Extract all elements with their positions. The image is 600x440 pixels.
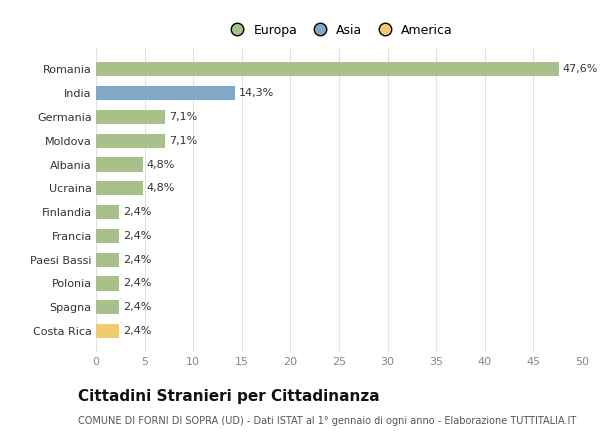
- Text: 2,4%: 2,4%: [123, 326, 152, 336]
- Bar: [96, 276, 119, 290]
- Bar: [96, 229, 119, 243]
- Text: 14,3%: 14,3%: [239, 88, 274, 98]
- Bar: [96, 181, 143, 195]
- Text: Cittadini Stranieri per Cittadinanza: Cittadini Stranieri per Cittadinanza: [78, 389, 380, 404]
- Text: 2,4%: 2,4%: [123, 255, 152, 265]
- Bar: [96, 253, 119, 267]
- Bar: [96, 134, 165, 148]
- Text: 2,4%: 2,4%: [123, 207, 152, 217]
- Text: COMUNE DI FORNI DI SOPRA (UD) - Dati ISTAT al 1° gennaio di ogni anno - Elaboraz: COMUNE DI FORNI DI SOPRA (UD) - Dati IST…: [78, 416, 576, 426]
- Legend: Europa, Asia, America: Europa, Asia, America: [223, 21, 455, 39]
- Bar: [96, 158, 143, 172]
- Text: 4,8%: 4,8%: [146, 160, 175, 169]
- Bar: [96, 62, 559, 77]
- Text: 47,6%: 47,6%: [563, 64, 598, 74]
- Text: 4,8%: 4,8%: [146, 183, 175, 193]
- Text: 2,4%: 2,4%: [123, 302, 152, 312]
- Text: 2,4%: 2,4%: [123, 231, 152, 241]
- Text: 2,4%: 2,4%: [123, 279, 152, 289]
- Bar: [96, 205, 119, 219]
- Bar: [96, 86, 235, 100]
- Bar: [96, 324, 119, 338]
- Bar: [96, 110, 165, 124]
- Text: 7,1%: 7,1%: [169, 112, 197, 122]
- Bar: [96, 300, 119, 315]
- Text: 7,1%: 7,1%: [169, 136, 197, 146]
